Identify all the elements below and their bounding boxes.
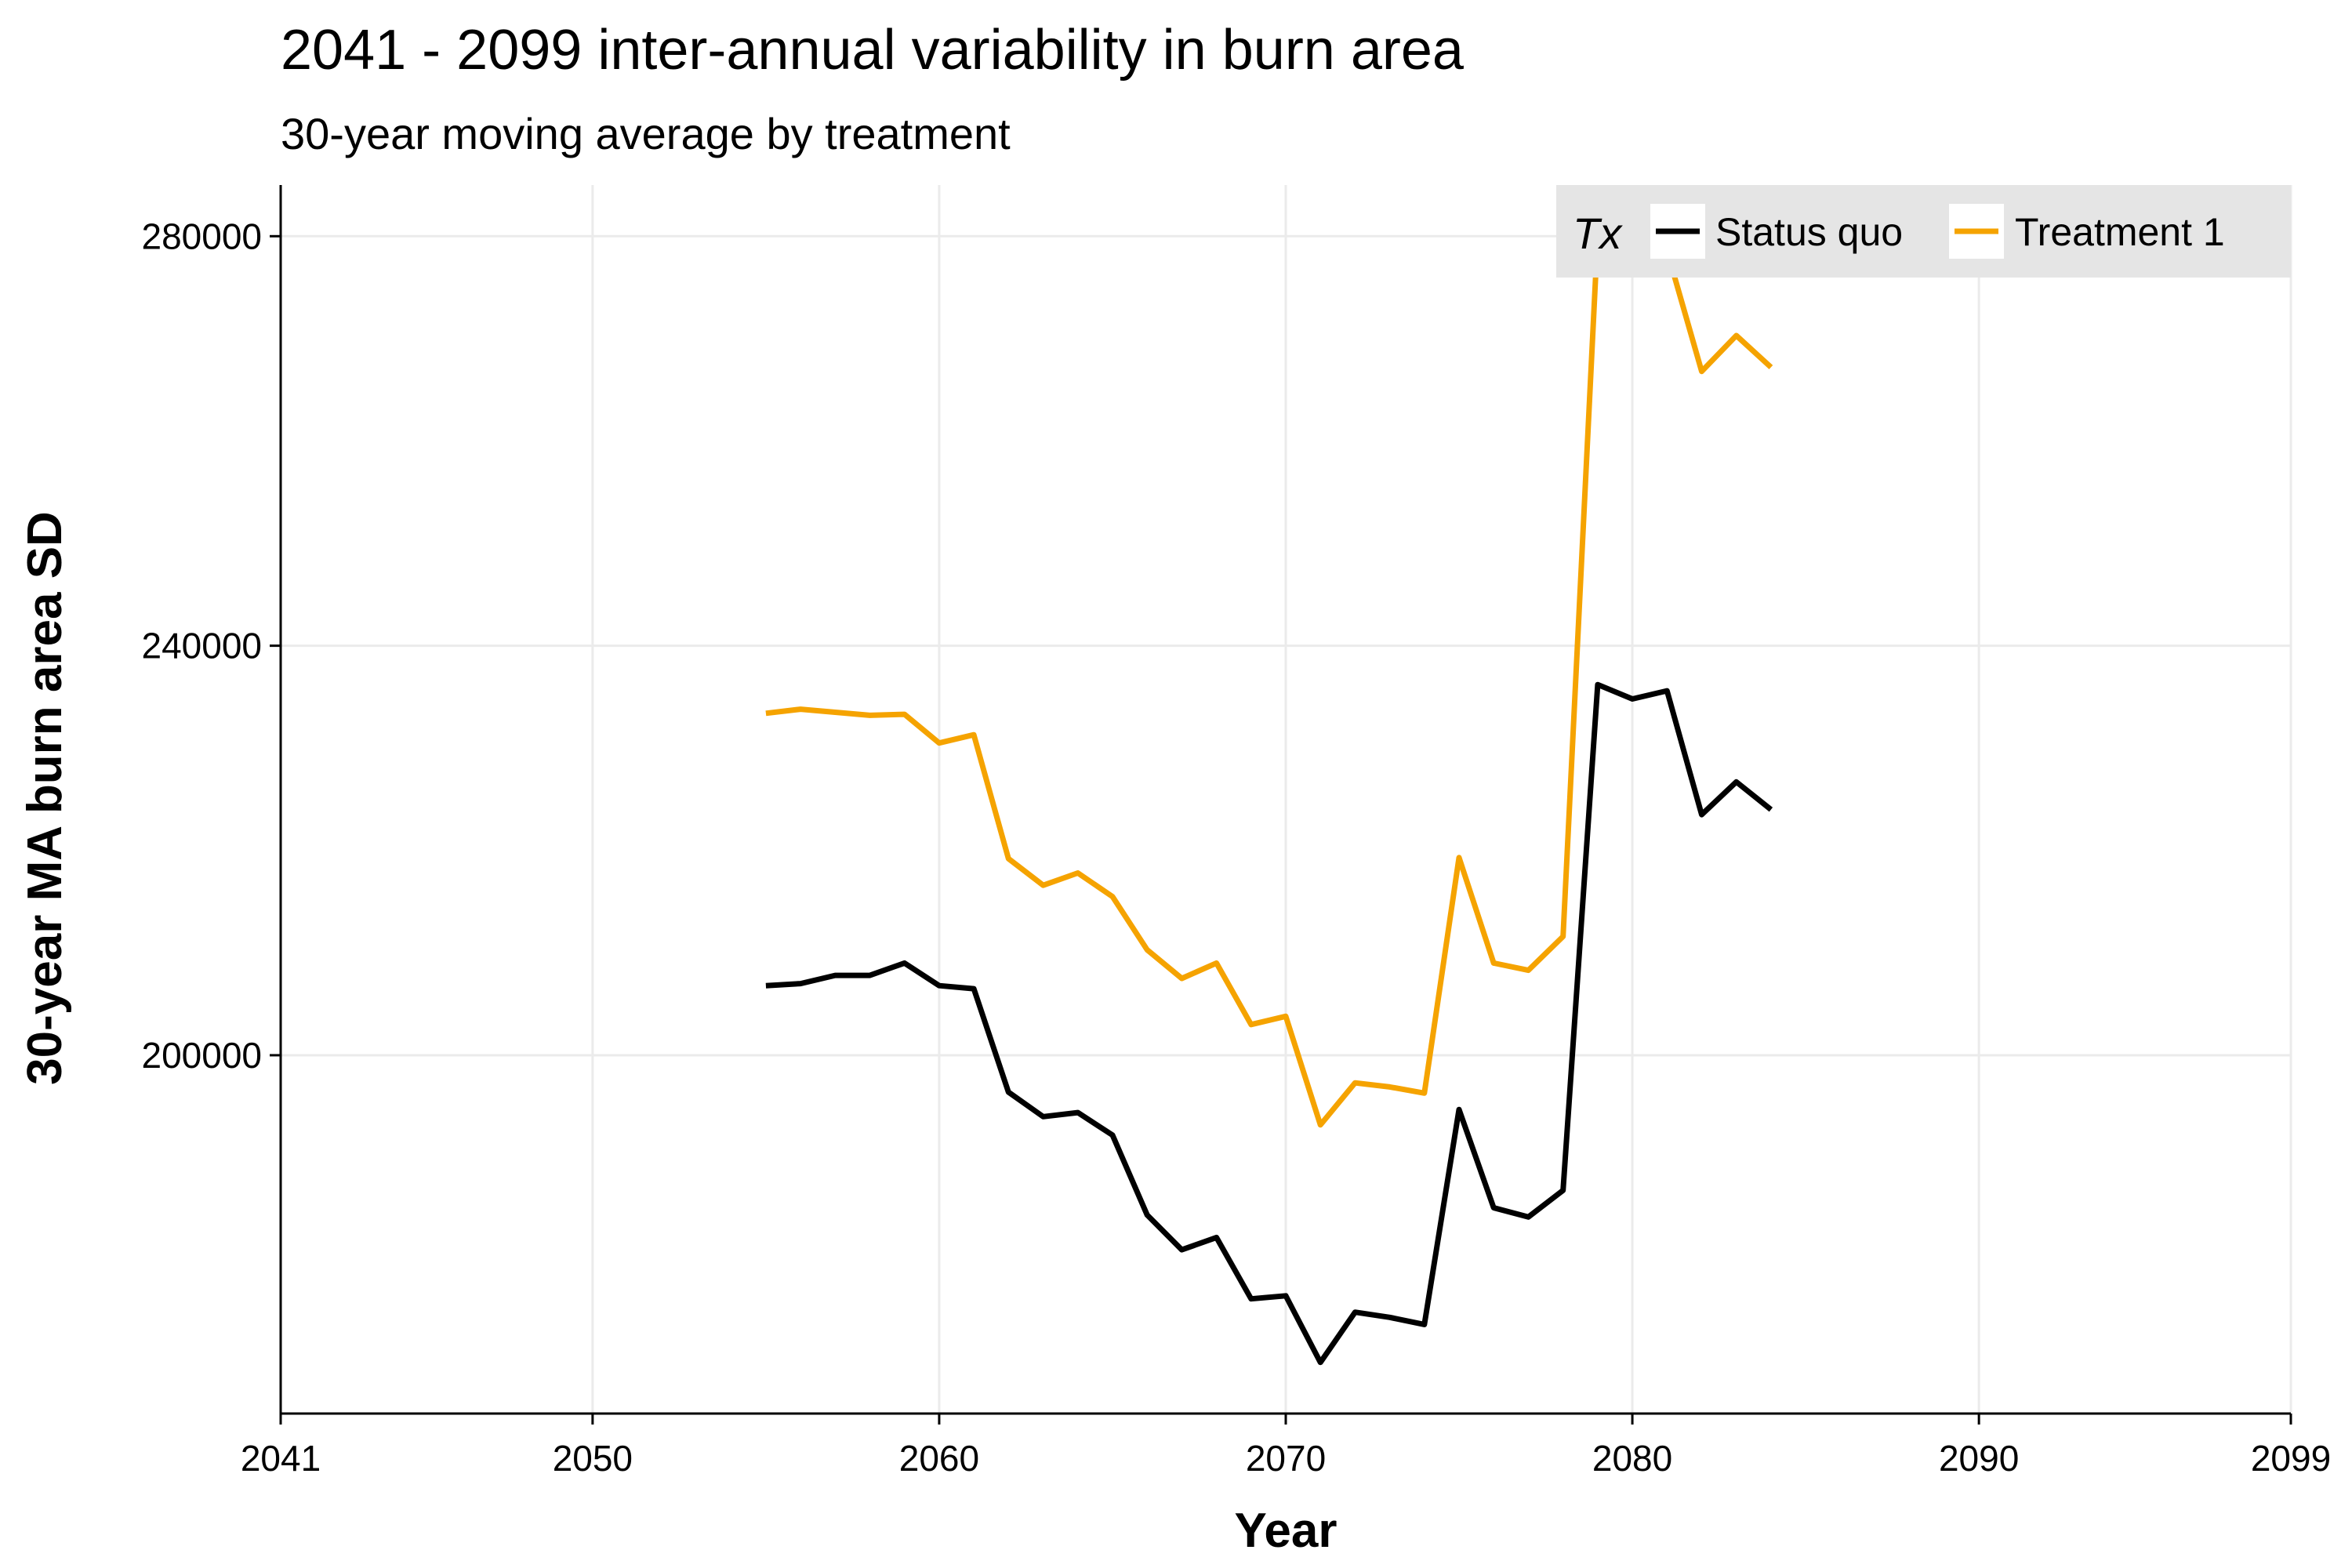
series-line-status-quo — [765, 681, 1773, 1366]
chart-title: 2041 - 2099 inter-annual variability in … — [281, 19, 1465, 82]
x-tick-label: 2050 — [553, 1438, 633, 1479]
x-tick-label: 2099 — [2251, 1438, 2331, 1479]
y-tick-label: 280000 — [142, 216, 263, 256]
x-tick-label: 2070 — [1246, 1438, 1326, 1479]
legend: Tx Status quo Treatment 1 — [1556, 185, 2291, 278]
y-tick-label: 240000 — [142, 626, 263, 666]
x-tick-label: 2090 — [1939, 1438, 2019, 1479]
chart-subtitle: 30-year moving average by treatment — [281, 109, 1011, 158]
x-tick-label: 2080 — [1592, 1438, 1672, 1479]
legend-label: Status quo — [1715, 210, 1903, 254]
x-tick-label: 2060 — [899, 1438, 979, 1479]
y-tick-label: 200000 — [142, 1035, 263, 1076]
x-tick-label: 2041 — [241, 1438, 321, 1479]
grid-lines — [279, 185, 2292, 1414]
series-line-treatment-1 — [765, 231, 1773, 1128]
legend-title: Tx — [1573, 209, 1623, 258]
series-layer — [765, 231, 1773, 1366]
axes: 2041 2050 2060 2070 2080 2090 2099 200000 240000… — [142, 185, 2331, 1479]
legend-label: Treatment 1 — [2015, 210, 2225, 254]
y-axis-title: 30-year MA burn area SD — [18, 511, 72, 1085]
x-axis-title: Year — [1234, 1504, 1337, 1558]
